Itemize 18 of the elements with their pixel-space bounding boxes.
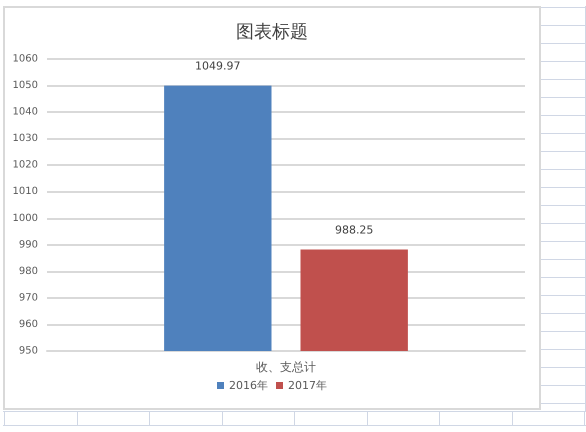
y-tick-label: 1020 [12,160,38,171]
y-tick-label: 970 [18,292,38,304]
chart-title: 图表标题 [236,22,308,42]
data-label: 988.25 [334,223,374,236]
y-tick-label: 1030 [12,133,38,144]
y-tick-label: 950 [18,346,38,356]
y-tick-label: 980 [18,266,38,277]
y-tick-label: 1060 [12,54,38,64]
y-tick-label: 990 [18,239,38,250]
x-tick-label: 收、支总计 [256,360,316,374]
y-tick-label: 1000 [12,212,38,224]
y-tick-label: 1040 [12,106,38,118]
y-tick-label: 1010 [12,186,38,198]
y-tick-label: 960 [18,318,38,330]
y-tick-label: 1050 [12,80,38,92]
legend-label: 2016年 [229,379,268,392]
legend-label: 2017年 [288,379,327,392]
data-label: 1049.97 [195,60,241,73]
